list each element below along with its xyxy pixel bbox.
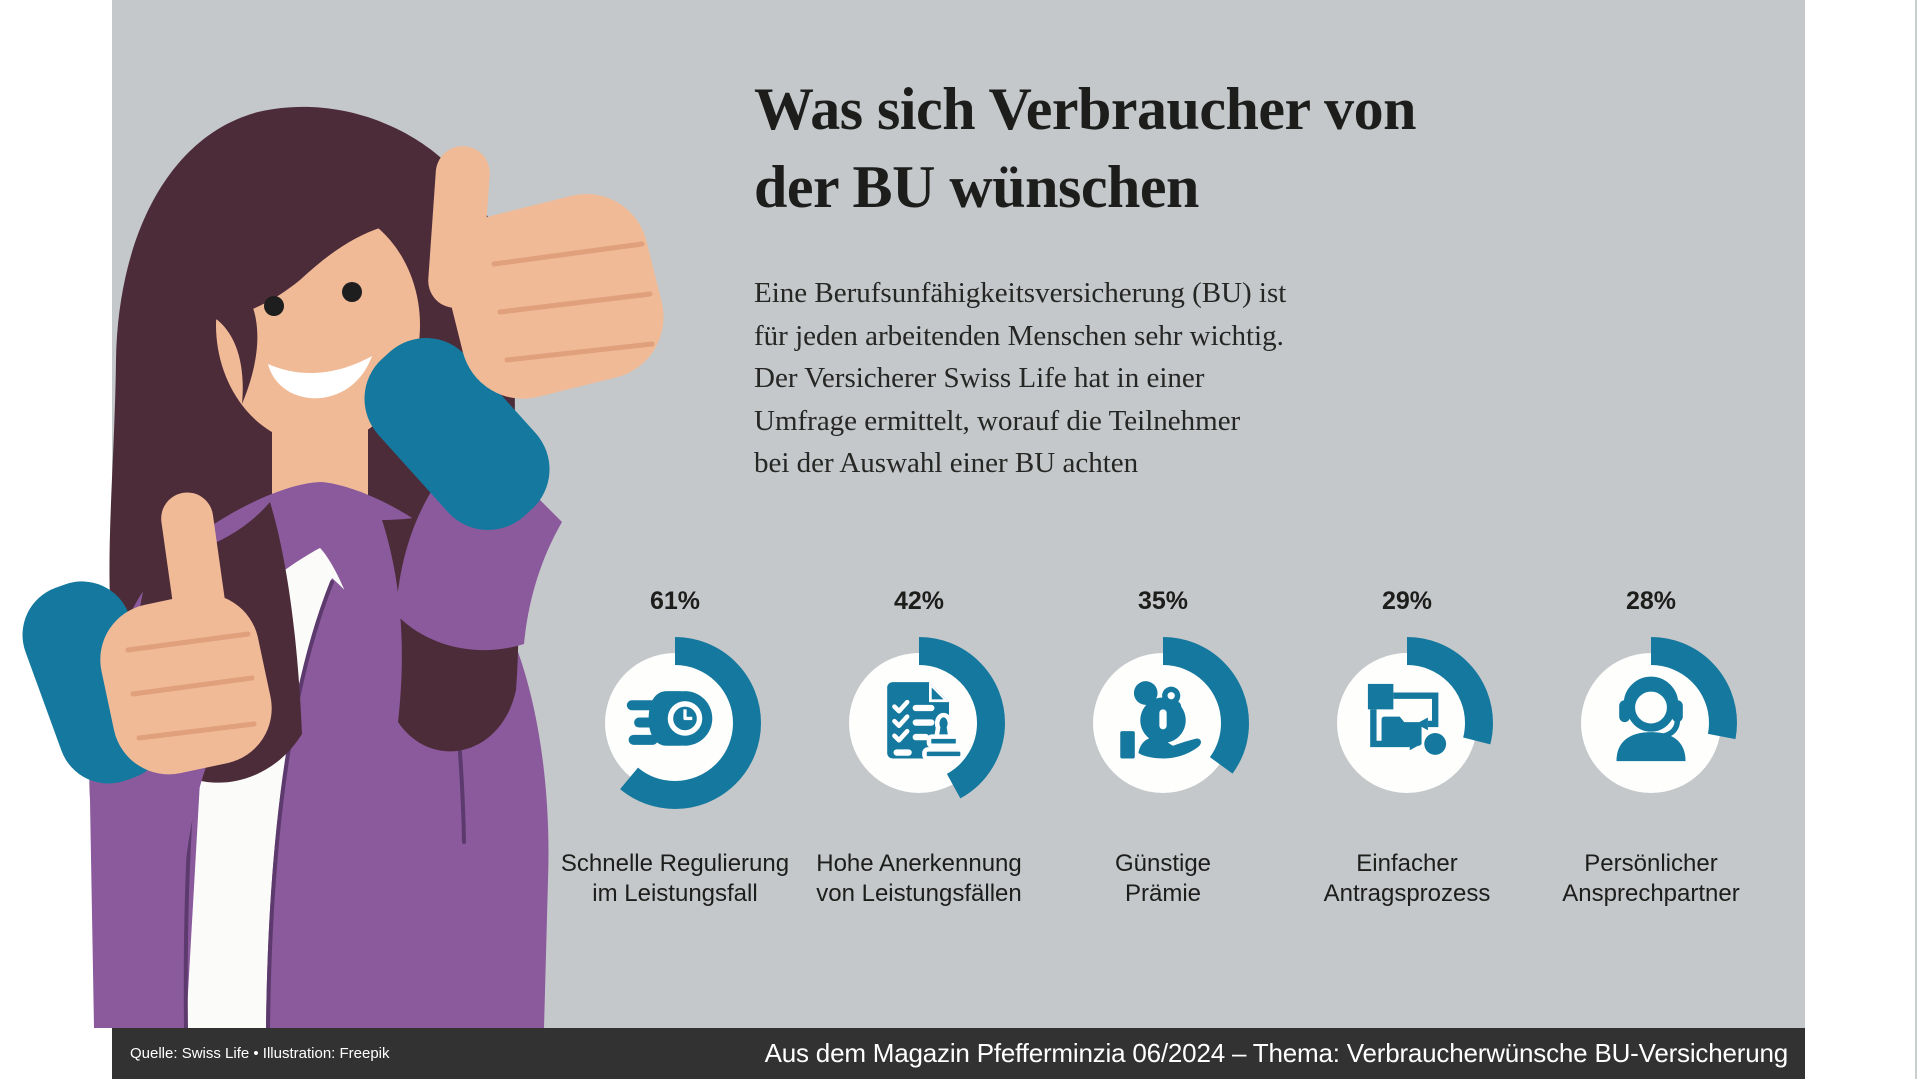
support-headset-icon	[1601, 673, 1701, 773]
right-edge-line	[1915, 0, 1917, 1079]
approval-stamp-document-icon	[869, 673, 969, 773]
intro-line: Der Versicherer Swiss Life hat in einer	[754, 362, 1205, 394]
donut-card: 61% Schnelle Regulierung im Leistungsfal…	[557, 585, 793, 909]
icon-glyph	[627, 691, 712, 746]
donut-ring-arc	[1565, 637, 1737, 809]
icon-glyph	[1120, 681, 1201, 758]
donut-chart	[1317, 633, 1497, 813]
intro-line: Eine Berufsunfähigkeitsversicherung (BU)…	[754, 277, 1287, 309]
donut-label-line1: Günstige	[1114, 850, 1212, 877]
donut-label-line2: von Leistungsfällen	[816, 880, 1022, 907]
footer-bar: Quelle: Swiss Life • Illustration: Freep…	[112, 1028, 1805, 1079]
intro-line: bei der Auswahl einer BU achten	[754, 447, 1139, 479]
page-title: Was sich Verbraucher von der BU wünschen	[754, 70, 1416, 226]
donut-label-line1: Persönlicher	[1584, 850, 1718, 877]
donut-card: 35% Günstige Prämie	[1045, 585, 1281, 909]
donut-label: Schnelle Regulierung im Leistungsfall	[557, 849, 793, 909]
footer-magazine: Aus dem Magazin Pfefferminzia 06/2024 – …	[764, 1038, 1789, 1068]
donut-chart	[829, 633, 1009, 813]
icon-glyph	[1616, 680, 1685, 761]
intro-line: Umfrage ermittelt, worauf die Teilnehmer	[754, 404, 1241, 437]
donut-label-line2: Antragsprozess	[1323, 880, 1491, 907]
donut-label-line1: Schnelle Regulierung	[560, 850, 790, 877]
donut-ring-arc	[589, 637, 761, 809]
donut-percent: 61%	[649, 587, 701, 615]
donut-card: 29% Einfacher Antragsprozess	[1289, 585, 1525, 909]
donut-percent: 35%	[1137, 587, 1189, 615]
donut-percent: 42%	[893, 587, 945, 615]
donut-card: 28% Persönlicher Ansprechpartner	[1533, 585, 1769, 909]
piggy-bank-savings-icon	[1113, 673, 1213, 773]
donut-chart	[585, 633, 765, 813]
donut-label: Günstige Prämie	[1045, 849, 1281, 909]
donut-chart	[1073, 633, 1253, 813]
donut-label-line1: Hohe Anerkennung	[816, 850, 1022, 877]
donut-label: Hohe Anerkennung von Leistungsfällen	[801, 849, 1037, 909]
icon-glyph	[887, 682, 962, 758]
donut-label-line1: Einfacher	[1356, 850, 1458, 877]
donut-ring-arc	[1077, 637, 1249, 809]
donut-label-line2: Ansprechpartner	[1562, 880, 1740, 907]
title-line-1: Was sich Verbraucher von	[754, 76, 1416, 142]
donut-card: 42% Hohe Anerkennung von Leistungsfällen	[801, 585, 1037, 909]
donut-ring-arc	[833, 637, 1005, 809]
title-line-2: der BU wünschen	[754, 154, 1199, 220]
donut-ring-arc	[1321, 637, 1493, 809]
intro-paragraph: Eine Berufsunfähigkeitsversicherung (BU)…	[754, 272, 1286, 485]
intro-line: für jeden arbeitenden Menschen sehr wich…	[754, 319, 1284, 352]
donut-label: Persönlicher Ansprechpartner	[1533, 849, 1769, 909]
donut-label-line2: im Leistungsfall	[592, 880, 758, 907]
footer-source: Quelle: Swiss Life • Illustration: Freep…	[130, 1045, 390, 1062]
donut-percent: 29%	[1381, 587, 1433, 615]
donut-row: 61% Schnelle Regulierung im Leistungsfal…	[557, 585, 1769, 909]
donut-label-line2: Prämie	[1124, 880, 1202, 907]
donut-inner-disc	[1581, 653, 1721, 793]
donut-chart	[1561, 633, 1741, 813]
process-flow-icon	[1357, 673, 1457, 773]
donut-label: Einfacher Antragsprozess	[1289, 849, 1525, 909]
donut-percent: 28%	[1625, 587, 1677, 615]
icon-glyph	[1368, 684, 1446, 755]
fast-claims-clock-icon	[625, 673, 725, 773]
donut-ring	[1565, 637, 1737, 809]
